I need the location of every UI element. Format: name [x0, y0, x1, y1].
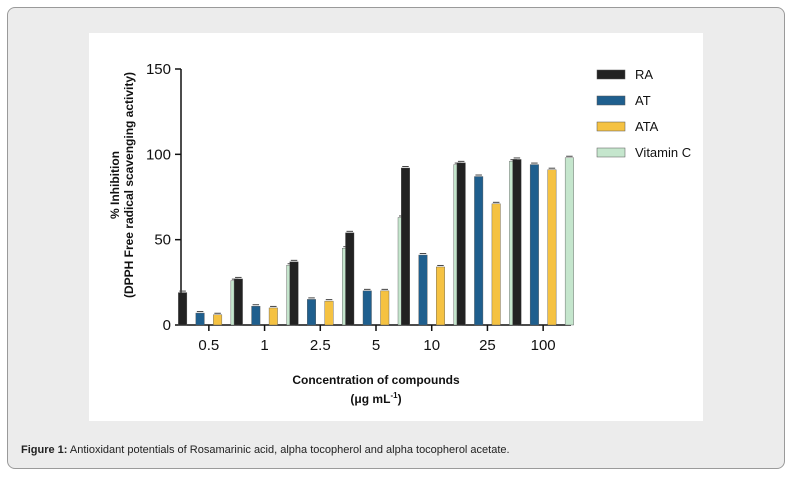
y-axis-label-line1: % Inhibition	[108, 151, 122, 219]
bar-at	[529, 164, 539, 326]
bar-ata	[547, 169, 557, 326]
bar-at	[362, 290, 372, 326]
bar-ata	[436, 266, 445, 326]
bar-at	[251, 306, 261, 326]
x-tick-label: 25	[479, 337, 496, 354]
y-tick-label: 150	[146, 61, 171, 78]
bar-ra	[233, 278, 243, 326]
caption-label: Figure 1:	[21, 444, 68, 456]
legend: RA AT ATA Vitamin C	[596, 67, 691, 160]
y-tick-label: 0	[163, 317, 171, 334]
legend-swatch	[596, 95, 626, 106]
x-tick-label: 1	[260, 337, 268, 354]
bar-ata	[213, 314, 223, 326]
x-axis-unit-prefix: (μg mL	[350, 392, 390, 406]
bar-ra	[178, 292, 188, 326]
bar-at	[474, 176, 484, 326]
x-tick-label: 10	[423, 337, 440, 354]
bar-ra	[456, 162, 466, 326]
bar-ra	[345, 232, 355, 326]
y-tick-label: 100	[146, 146, 171, 163]
bar-ata	[380, 290, 390, 326]
bar-ata	[491, 203, 501, 326]
figure-caption: Figure 1: Antioxidant potentials of Rosa…	[21, 444, 510, 456]
chart-panel: 0 50 100 150 0.5 1 2.5 5 10 25 100 RA AT ATA Vitamin…	[89, 33, 703, 421]
bar-ata	[324, 300, 334, 326]
legend-swatch	[596, 121, 626, 132]
x-axis-unit-suffix: )	[398, 392, 402, 406]
x-axis-label-line1: Concentration of compounds	[292, 373, 460, 387]
bar-ra	[512, 159, 522, 326]
legend-label: Vitamin C	[635, 145, 691, 160]
x-tick-label: 5	[372, 337, 380, 354]
legend-label: RA	[635, 67, 653, 82]
x-tick-label: 0.5	[198, 337, 219, 354]
bars	[178, 155, 574, 326]
bar-at	[307, 299, 316, 326]
bar-at	[195, 312, 205, 326]
x-axis-unit-sup: -1	[390, 391, 398, 400]
y-axis: 0 50 100 150	[146, 61, 182, 334]
legend-swatch	[596, 69, 626, 80]
x-tick-label: 2.5	[310, 337, 331, 354]
legend-swatch	[596, 147, 626, 158]
bar-vitamin-c	[564, 157, 574, 326]
legend-label: ATA	[635, 119, 659, 134]
legend-label: AT	[635, 93, 651, 108]
y-axis-label-line2: (DPPH Free radical scavenging activity)	[122, 72, 136, 298]
bar-ata	[268, 307, 278, 326]
bar-chart: 0 50 100 150 0.5 1 2.5 5 10 25 100 RA AT ATA Vitamin…	[108, 61, 691, 406]
caption-text: Antioxidant potentials of Rosamarinic ac…	[67, 444, 510, 456]
y-tick-label: 50	[154, 232, 171, 249]
x-tick-label: 100	[531, 337, 556, 354]
bar-ra	[289, 261, 299, 326]
x-axis: 0.5 1 2.5 5 10 25 100	[181, 324, 571, 354]
bar-ra	[401, 167, 410, 326]
bar-at	[418, 254, 428, 326]
x-axis-label-line2: (μg mL-1)	[350, 391, 401, 406]
